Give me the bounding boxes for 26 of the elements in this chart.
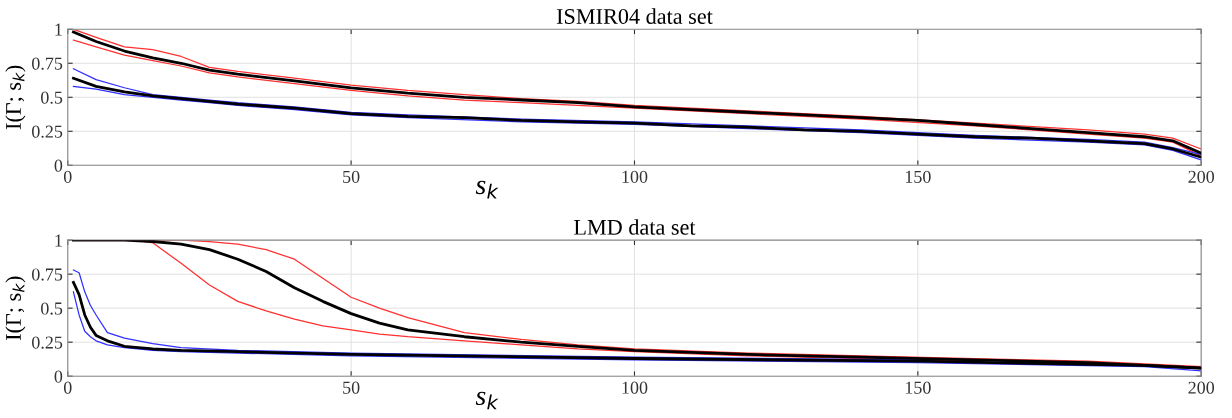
y-axis-title: I(Γ; s$_{k}$)	[5, 65, 26, 130]
x-tick-label: 100	[622, 381, 648, 394]
y-tick-label: 0.25	[31, 336, 63, 349]
x-tick-label: 150	[905, 381, 931, 394]
x-tick-label: 100	[622, 170, 648, 183]
y-tick-label: 0.5	[41, 91, 63, 104]
y-tick-label: 1	[55, 234, 62, 247]
y-tick-label: 0.25	[31, 125, 63, 138]
x-axis-title: s$_{k}$	[475, 180, 499, 199]
x-tick-label: 200	[1188, 170, 1215, 183]
x-tick-label: 0	[63, 170, 72, 183]
x-tick-label: 150	[905, 170, 931, 183]
chart-title: LMD data set	[574, 219, 696, 235]
x-tick-label: 50	[343, 381, 360, 394]
y-tick-label: 0.5	[41, 302, 63, 315]
y-axis-title: I(Γ; s$_{k}$)	[5, 276, 26, 341]
x-axis-title: s$_{k}$	[475, 391, 499, 410]
y-tick-label: 0	[54, 159, 63, 172]
x-tick-label: 200	[1188, 381, 1215, 394]
y-tick-label: 0	[54, 370, 63, 383]
chart-title: ISMIR04 data set	[556, 8, 713, 24]
y-tick-label: 1	[55, 23, 62, 36]
y-tick-label: 0.75	[31, 57, 63, 70]
x-tick-label: 50	[343, 170, 360, 183]
x-tick-label: 0	[63, 381, 72, 394]
y-tick-label: 0.75	[31, 268, 63, 281]
